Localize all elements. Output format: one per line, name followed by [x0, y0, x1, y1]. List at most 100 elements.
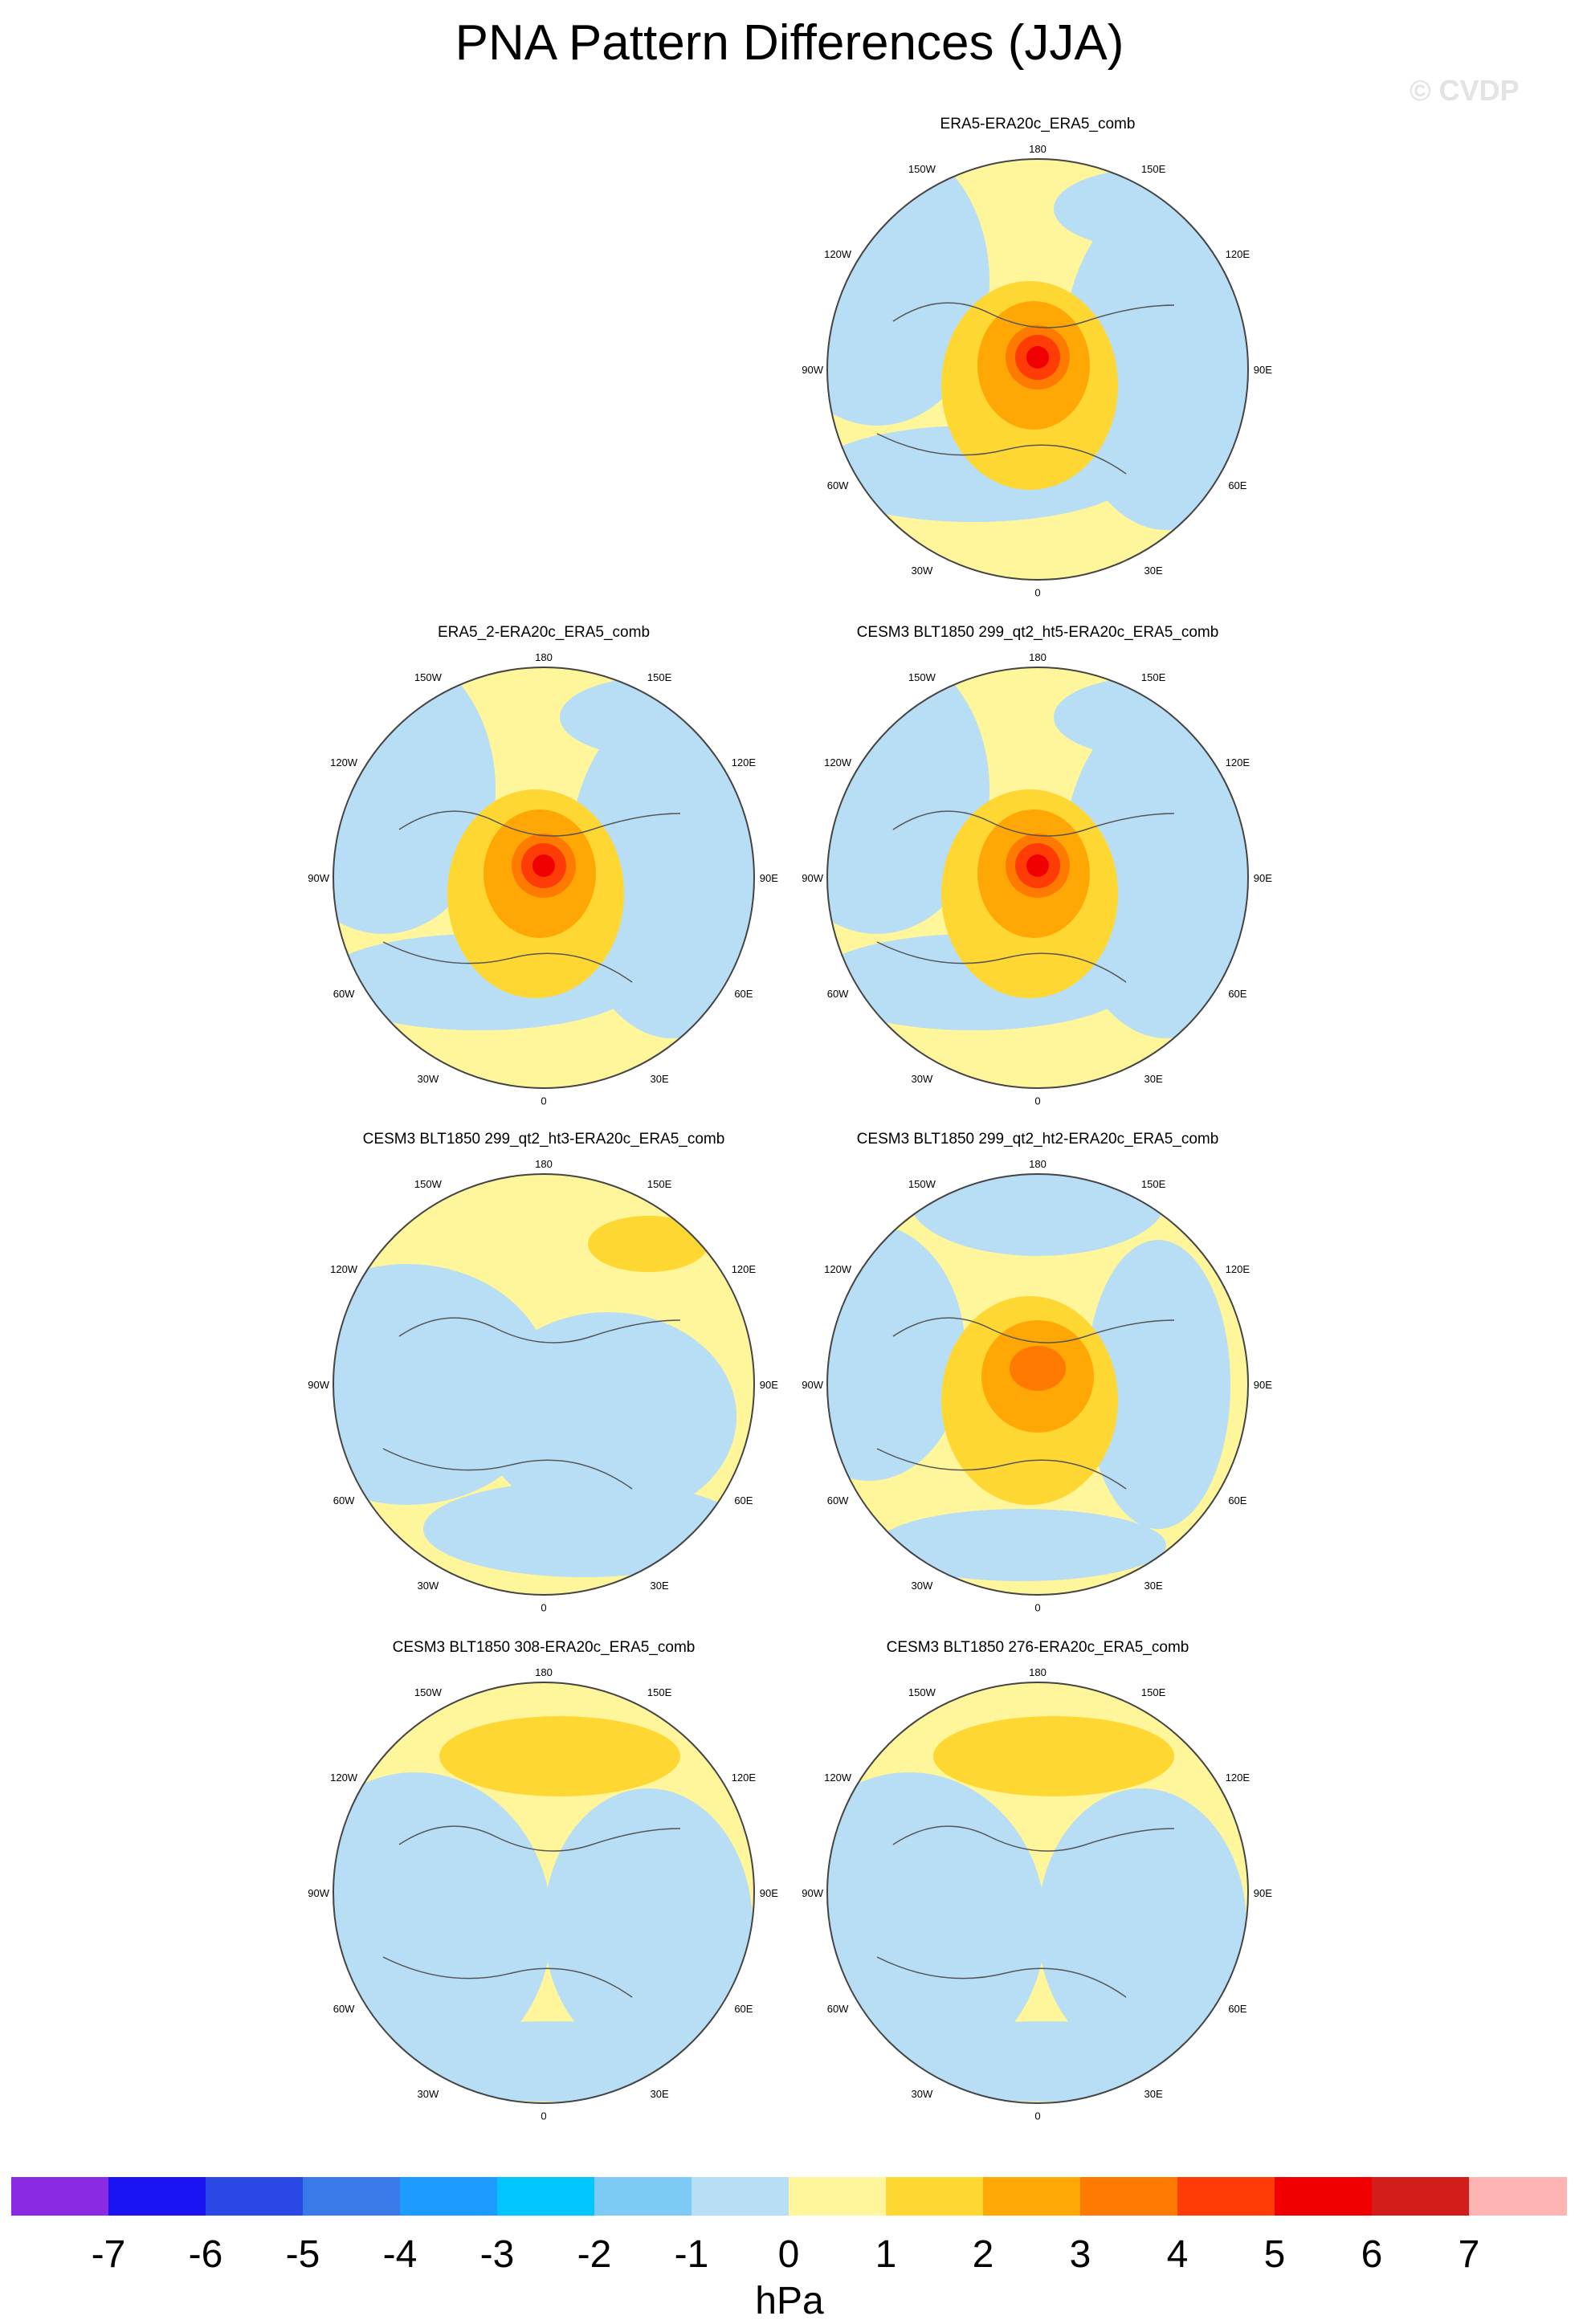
- lon-label-r1: 150E: [647, 1178, 672, 1190]
- lon-label-r5: 30E: [1144, 565, 1163, 577]
- coastline: [876, 810, 1175, 983]
- lon-label-r3: 90E: [1254, 364, 1272, 376]
- colorbar-tick-label: -3: [479, 2233, 515, 2276]
- colorbar-tick-label: -1: [674, 2233, 709, 2276]
- lon-label-l4: 60W: [827, 2003, 849, 2015]
- negative-anomaly-region: [827, 667, 989, 934]
- lon-label-bottom: 0: [541, 1095, 546, 1107]
- colorbar-swatch: [1372, 2177, 1470, 2216]
- lon-label-l4: 60W: [827, 1494, 849, 1507]
- lon-label-r1: 150E: [1141, 671, 1166, 683]
- coastline: [876, 1317, 1175, 1490]
- map-panel-6: CESM3 BLT1850 308-ERA20c_ERA5_comb 180 150…: [308, 1639, 778, 2122]
- negative-anomaly-region: [827, 1224, 965, 1481]
- map-boundary: [826, 1682, 1249, 2104]
- positive-anomaly-region: [532, 854, 555, 877]
- lon-label-l3: 90W: [308, 1379, 329, 1391]
- lon-label-l2: 120W: [330, 1772, 358, 1784]
- colorbar-tick-label: -7: [91, 2233, 126, 2276]
- colorbar-swatch: [886, 2177, 984, 2216]
- coastline: [876, 1825, 1175, 1998]
- lon-label-r1: 150E: [647, 671, 672, 683]
- coastline: [382, 1317, 681, 1490]
- lon-label-r1: 150E: [1141, 1178, 1166, 1190]
- negative-anomaly-region: [479, 1312, 736, 1521]
- negative-anomaly-region: [568, 701, 754, 1038]
- lon-label-r2: 120E: [732, 756, 757, 769]
- lon-label-r4: 60E: [1228, 988, 1246, 1000]
- lon-label-r2: 120E: [732, 1772, 757, 1784]
- negative-anomaly-region: [1038, 1788, 1246, 2061]
- colorbar-tick-label: -6: [188, 2233, 223, 2276]
- lon-label-r4: 60E: [734, 1494, 753, 1507]
- colorbar-swatch: [1469, 2177, 1567, 2216]
- lon-label-top: 180: [535, 651, 553, 663]
- lon-label-r1: 150E: [1141, 1686, 1166, 1698]
- lon-label-l3: 90W: [308, 872, 329, 884]
- lon-label-bottom: 0: [1034, 2110, 1040, 2122]
- lon-label-bottom: 0: [1034, 1602, 1040, 1614]
- lon-label-top: 180: [1029, 143, 1047, 155]
- lon-label-r5: 30E: [1144, 2088, 1163, 2100]
- negative-anomaly-region: [827, 159, 989, 426]
- lon-label-l4: 60W: [827, 988, 849, 1000]
- lon-label-l1: 150W: [414, 671, 443, 683]
- lon-label-l5: 30W: [912, 1580, 933, 1592]
- colorbar-tick-label: 3: [1069, 2233, 1091, 2276]
- negative-anomaly-region: [1054, 677, 1246, 757]
- lon-label-r2: 120E: [1226, 1263, 1251, 1275]
- map-panel-1: ERA5-ERA20c_ERA5_comb 180 150E 120E 90E 60E 30…: [802, 116, 1272, 599]
- lon-label-l3: 90W: [802, 364, 823, 376]
- colorbar-tick-label: -2: [577, 2233, 612, 2276]
- positive-anomaly-region: [1026, 854, 1049, 877]
- lon-label-l3: 90W: [802, 872, 823, 884]
- lon-label-r2: 120E: [1226, 248, 1251, 260]
- map-panel-2: ERA5_2-ERA20c_ERA5_comb 180 150E 120E 90E 60E…: [308, 624, 778, 1107]
- lon-label-r5: 30E: [651, 1580, 669, 1592]
- colorbar-tick-label: -4: [382, 2233, 418, 2276]
- lon-label-r3: 90E: [1254, 1887, 1272, 1899]
- map-panel-7: CESM3 BLT1850 276-ERA20c_ERA5_comb 180 150…: [802, 1639, 1272, 2122]
- coastline: [382, 810, 681, 983]
- lon-label-l1: 150W: [908, 1178, 936, 1190]
- lon-label-l5: 30W: [912, 2088, 933, 2100]
- lon-label-r4: 60E: [734, 988, 753, 1000]
- positive-anomaly-region: [588, 1216, 708, 1272]
- map-boundary: [333, 1682, 755, 2104]
- lon-label-l2: 120W: [330, 1263, 358, 1275]
- negative-anomaly-region: [877, 1509, 1166, 1581]
- colorbar-units: hPa: [755, 2280, 824, 2322]
- panel-title: CESM3 BLT1850 308-ERA20c_ERA5_comb: [393, 1639, 696, 1656]
- negative-anomaly-region: [1062, 701, 1248, 1038]
- lon-label-r1: 150E: [647, 1686, 672, 1698]
- colorbar-swatch: [108, 2177, 206, 2216]
- colorbar-tick-label: 6: [1361, 2233, 1383, 2276]
- colorbar-swatch: [206, 2177, 304, 2216]
- colorbar-swatch: [11, 2177, 109, 2216]
- map-boundary: [333, 667, 755, 1089]
- lon-label-bottom: 0: [541, 2110, 546, 2122]
- panel-title: CESM3 BLT1850 299_qt2_ht5-ERA20c_ERA5_co…: [857, 624, 1219, 641]
- lon-label-top: 180: [535, 1666, 553, 1678]
- lon-label-l1: 150W: [908, 163, 936, 175]
- lon-label-r3: 90E: [760, 1379, 778, 1391]
- negative-anomaly-region: [560, 677, 753, 757]
- lon-label-r3: 90E: [1254, 1379, 1272, 1391]
- coastline: [382, 1825, 681, 1998]
- lon-label-top: 180: [535, 1158, 553, 1170]
- colorbar-tick-label: -5: [285, 2233, 320, 2276]
- colorbar-swatch: [400, 2177, 498, 2216]
- colorbar-swatch: [789, 2177, 887, 2216]
- lon-label-l3: 90W: [802, 1887, 823, 1899]
- colorbar-swatch: [983, 2177, 1081, 2216]
- negative-anomaly-region: [423, 1481, 745, 1577]
- map-panel-4: CESM3 BLT1850 299_qt2_ht3-ERA20c_ERA5_co…: [308, 1131, 778, 1614]
- lon-label-top: 180: [1029, 1158, 1047, 1170]
- positive-anomaly-region: [933, 1716, 1174, 1796]
- figure-title: PNA Pattern Differences (JJA): [455, 15, 1124, 71]
- lon-label-l1: 150W: [414, 1686, 443, 1698]
- colorbar-swatch: [594, 2177, 692, 2216]
- map-panel-5: CESM3 BLT1850 299_qt2_ht2-ERA20c_ERA5_co…: [802, 1131, 1272, 1614]
- colorbar-tick-label: 4: [1166, 2233, 1189, 2276]
- colorbar-swatch: [692, 2177, 790, 2216]
